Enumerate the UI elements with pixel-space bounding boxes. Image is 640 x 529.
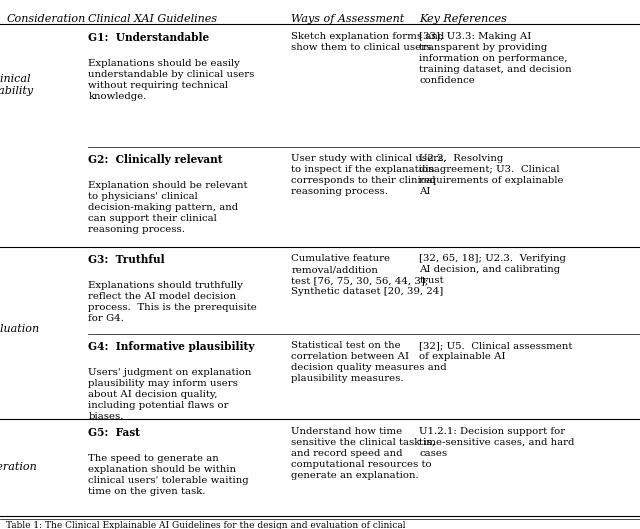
Text: Statistical test on the
correlation between AI
decision quality measures and
pla: Statistical test on the correlation betw…: [291, 341, 447, 384]
Text: G2:  Clinically relevant: G2: Clinically relevant: [88, 154, 223, 165]
Text: Cumulative feature
removal/addition
test [76, 75, 30, 56, 44, 3];
Synthetic data: Cumulative feature removal/addition test…: [291, 254, 444, 296]
Text: U1.2.1: Decision support for
time-sensitive cases, and hard
cases: U1.2.1: Decision support for time-sensit…: [419, 427, 575, 458]
Text: G5:  Fast: G5: Fast: [88, 427, 140, 438]
Text: Clinical XAI Guidelines: Clinical XAI Guidelines: [88, 14, 218, 24]
Text: Clinical
Usability: Clinical Usability: [0, 74, 35, 96]
Text: Understand how time
sensitive the clinical task is,
and record speed and
computa: Understand how time sensitive the clinic…: [291, 427, 435, 480]
Text: Operation: Operation: [0, 462, 38, 472]
Text: [32, 65, 18]; U2.3.  Verifying
AI decision, and calibrating
trust: [32, 65, 18]; U2.3. Verifying AI decisio…: [419, 254, 566, 285]
Text: G1:  Understandable: G1: Understandable: [88, 32, 209, 43]
Text: [33]; U3.3: Making AI
transparent by providing
information on performance,
train: [33]; U3.3: Making AI transparent by pro…: [419, 32, 572, 85]
Text: Consideration: Consideration: [6, 14, 86, 24]
Text: The speed to generate an
explanation should be within
clinical users' tolerable : The speed to generate an explanation sho…: [88, 454, 249, 496]
Text: G3:  Truthful: G3: Truthful: [88, 254, 165, 265]
Text: Ways of Assessment: Ways of Assessment: [291, 14, 404, 24]
Text: [32]; U5.  Clinical assessment
of explainable AI: [32]; U5. Clinical assessment of explain…: [419, 341, 573, 361]
Text: G4:  Informative plausibility: G4: Informative plausibility: [88, 341, 255, 352]
Text: Sketch explanation forms and
show them to clinical users.: Sketch explanation forms and show them t…: [291, 32, 444, 52]
Text: Explanations should truthfully
reflect the AI model decision
process.  This is t: Explanations should truthfully reflect t…: [88, 281, 257, 323]
Text: Table 1: The Clinical Explainable AI Guidelines for the design and evaluation of: Table 1: The Clinical Explainable AI Gui…: [6, 521, 406, 529]
Text: Key References: Key References: [419, 14, 507, 24]
Text: Explanations should be easily
understandable by clinical users
without requiring: Explanations should be easily understand…: [88, 59, 255, 101]
Text: Explanation should be relevant
to physicians' clinical
decision-making pattern, : Explanation should be relevant to physic…: [88, 181, 248, 234]
Text: U2.2.  Resolving
disagreement; U3.  Clinical
requirements of explainable
AI: U2.2. Resolving disagreement; U3. Clinic…: [419, 154, 564, 196]
Text: Evaluation: Evaluation: [0, 324, 40, 334]
Text: Users' judgment on explanation
plausibility may inform users
about AI decision q: Users' judgment on explanation plausibil…: [88, 368, 252, 422]
Text: User study with clinical users,
to inspect if the explanation
corresponds to the: User study with clinical users, to inspe…: [291, 154, 447, 196]
